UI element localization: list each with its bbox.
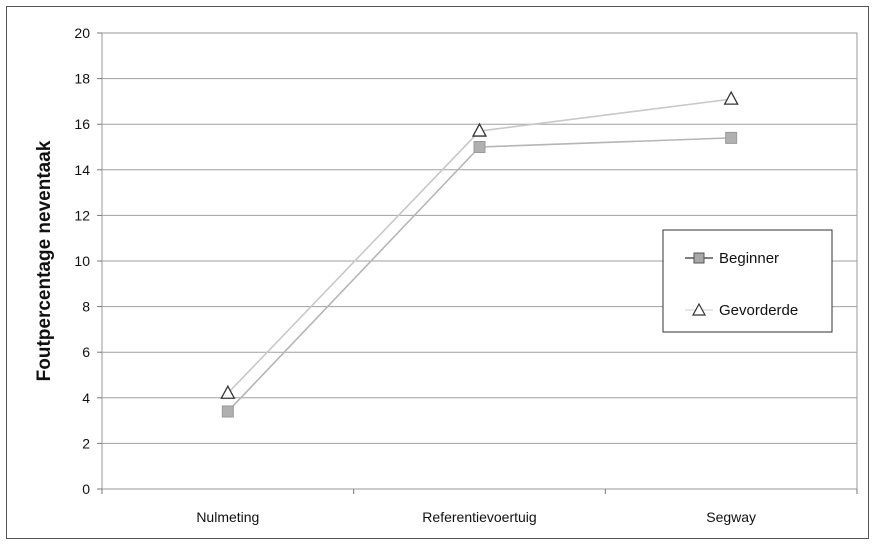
legend-marker-gevorderde <box>691 302 707 316</box>
y-tick-label: 10 <box>74 253 90 269</box>
x-axis-ticks: Nulmeting Referentievoertuig Segway <box>101 489 858 525</box>
legend-label-beginner: Beginner <box>719 250 779 267</box>
x-tick-label: Referentievoertuig <box>422 509 536 525</box>
y-axis-label: Foutpercentage neventaak <box>34 140 55 381</box>
x-tick-label: Nulmeting <box>196 509 259 525</box>
y-tick-label: 20 <box>74 25 90 41</box>
legend-marker-beginner <box>693 252 705 264</box>
series-beginner <box>221 131 738 418</box>
y-tick-label: 4 <box>82 390 90 406</box>
legend-item-gevorderde: Gevorderde <box>685 302 798 319</box>
y-tick-label: 18 <box>74 71 90 87</box>
data-point-beginner <box>221 405 234 418</box>
data-point-beginner <box>725 131 738 144</box>
data-point-gevorderde <box>723 90 739 105</box>
y-tick-label: 14 <box>74 162 90 178</box>
legend-box <box>662 229 833 333</box>
data-point-beginner <box>473 141 486 153</box>
series-gevorderde <box>220 90 739 399</box>
y-tick-label: 0 <box>82 481 90 497</box>
legend-label-gevorderde: Gevorderde <box>719 302 798 319</box>
y-tick-label: 6 <box>82 344 90 360</box>
y-tick-label: 16 <box>74 116 90 132</box>
y-tick-label: 8 <box>82 299 90 315</box>
y-tick-label: 2 <box>82 435 90 451</box>
y-axis-ticks: 0 2 4 6 8 10 12 14 16 18 20 <box>74 25 102 497</box>
y-tick-label: 12 <box>74 207 90 223</box>
data-point-gevorderde <box>220 384 236 399</box>
legend-item-beginner: Beginner <box>685 250 779 267</box>
data-point-gevorderde <box>471 122 488 137</box>
series-layer <box>220 90 739 418</box>
x-tick-label: Segway <box>706 509 756 525</box>
legend: Beginner Gevorderde <box>662 229 833 333</box>
